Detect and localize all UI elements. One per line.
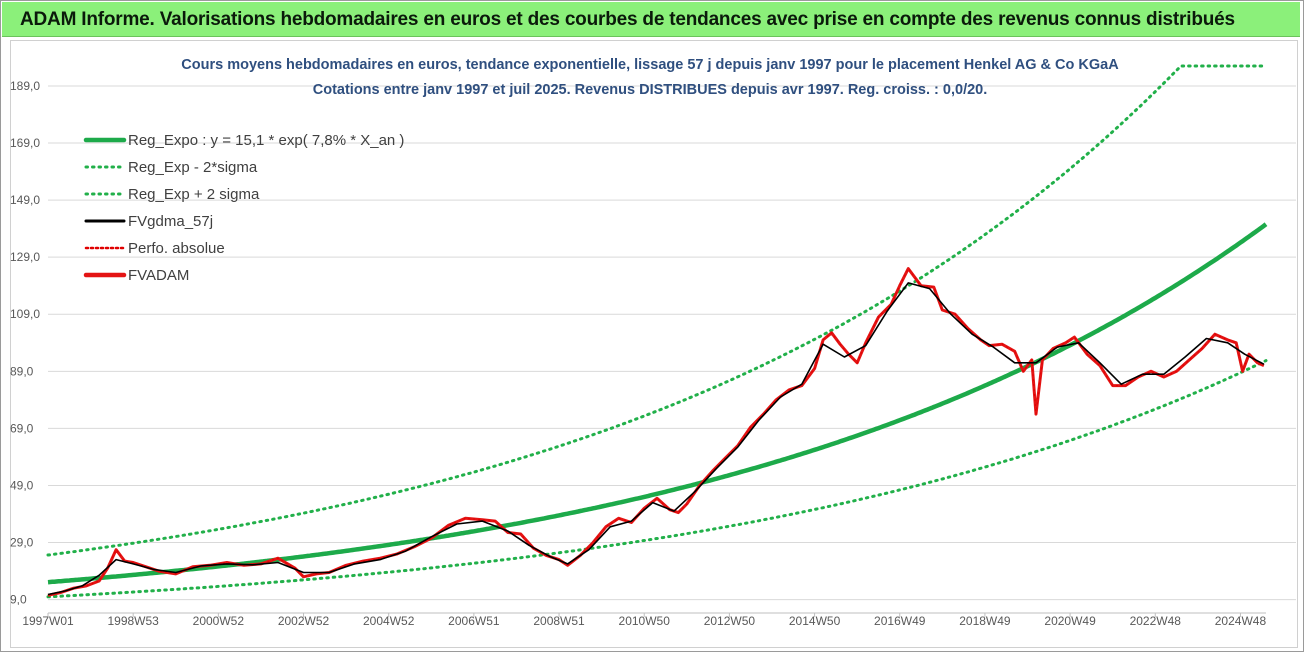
y-tick-label: 49,0 — [10, 478, 34, 492]
legend-label: Reg_Exp - 2*sigma — [128, 159, 258, 176]
x-tick-label: 2002W52 — [278, 614, 330, 628]
x-tick-label: 2018W49 — [959, 614, 1011, 628]
y-tick-label: 169,0 — [10, 136, 40, 150]
y-tick-label: 9,0 — [10, 593, 27, 607]
y-tick-label: 189,0 — [10, 79, 40, 93]
fvgdma-57j-line — [47, 282, 1265, 596]
sigma-bands — [46, 64, 1268, 599]
legend-label: FVgdma_57j — [128, 213, 213, 230]
legend-label: Reg_Exp + 2 sigma — [128, 186, 260, 203]
x-tick-label: 2006W51 — [448, 614, 500, 628]
legend-label: Perfo. absolue — [128, 240, 225, 257]
grid — [47, 85, 1296, 617]
report-banner: ADAM Informe. Valorisations hebdomadaire… — [2, 2, 1300, 37]
x-tick-label: 1997W01 — [22, 614, 74, 628]
reg-expo-line — [47, 222, 1268, 585]
x-tick-label: 2000W52 — [193, 614, 245, 628]
x-tick-label: 2004W52 — [363, 614, 415, 628]
x-tick-label: 2008W51 — [533, 614, 585, 628]
axis-ticks: 9,0 29,0 49,0 69,0 89,0 109,0 129,0 149,0 169,0 1… — [10, 79, 1266, 628]
y-tick-label: 109,0 — [10, 307, 40, 321]
fvadam-line — [47, 267, 1265, 597]
x-tick-label: 1998W53 — [107, 614, 159, 628]
perfo-absolue-line — [47, 267, 1265, 596]
y-tick-label: 129,0 — [10, 250, 40, 264]
x-tick-label: 2020W49 — [1044, 614, 1096, 628]
series-lines — [47, 267, 1265, 597]
x-tick-label: 2010W50 — [619, 614, 671, 628]
x-tick-label: 2012W50 — [704, 614, 756, 628]
y-tick-label: 29,0 — [10, 536, 34, 550]
legend-label: Reg_Expo : y = 15,1 * exp( 7,8% * X_an ) — [128, 132, 404, 149]
reg-exp-plus-2sigma-line — [46, 64, 1268, 557]
y-tick-label: 69,0 — [10, 421, 34, 435]
y-tick-label: 89,0 — [10, 364, 34, 378]
report-title: ADAM Informe. Valorisations hebdomadaire… — [20, 9, 1235, 30]
legend: Reg_Expo : y = 15,1 * exp( 7,8% * X_an )… — [83, 132, 404, 284]
x-tick-label: 2014W50 — [789, 614, 841, 628]
x-tick-label: 2022W48 — [1130, 614, 1182, 628]
x-tick-label: 2024W48 — [1215, 614, 1267, 628]
chart-title: Cours moyens hebdomadaires en euros, ten… — [181, 57, 1119, 73]
x-tick-label: 2016W49 — [874, 614, 926, 628]
reg-exp-minus-2sigma-line — [46, 359, 1268, 599]
legend-label: FVADAM — [128, 267, 189, 284]
chart-area — [10, 40, 1298, 648]
y-tick-label: 149,0 — [10, 193, 40, 207]
chart-subtitle: Cotations entre janv 1997 et juil 2025. … — [313, 82, 988, 98]
